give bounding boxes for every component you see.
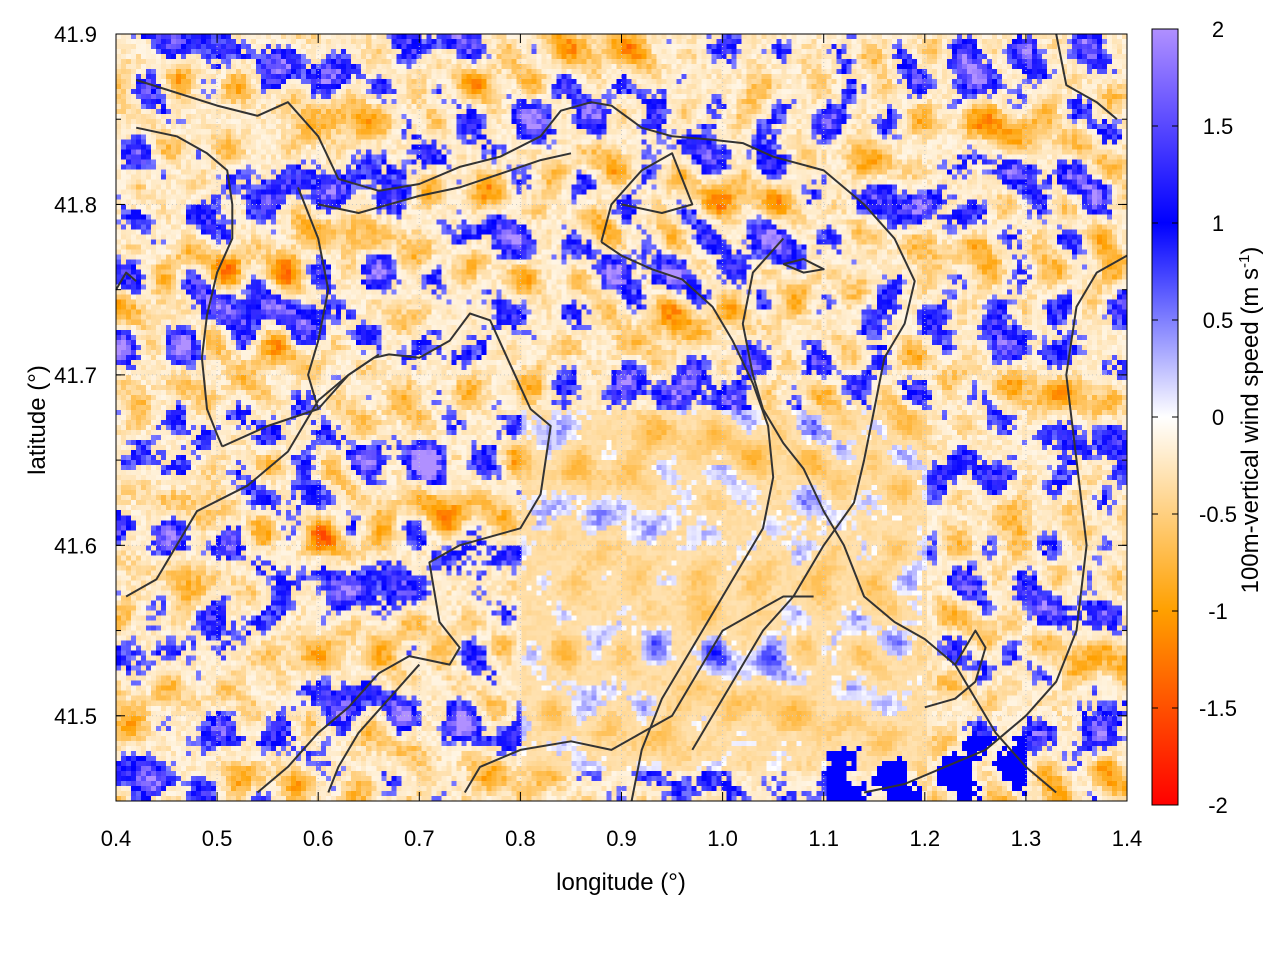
heatmap-field [116,34,1127,801]
contour-line [463,595,814,794]
contour-line [600,241,775,802]
x-tick-label: 1.2 [910,826,941,851]
colorbar-tick-label: 0.5 [1203,308,1234,333]
y-tick-label: 41.6 [54,533,97,558]
colorbar-tick-label: 1 [1212,211,1224,236]
x-tick-label: 1.3 [1011,826,1042,851]
colorbar-tick-label: 2 [1212,17,1224,42]
contour-line [924,629,987,709]
colorbar-ticks: 2 1.5 1 0.5 0 -0.5 -1 -1.5 -2 [1152,17,1237,818]
contour-line [782,258,825,274]
y-axis-title: latitude (°) [24,365,51,475]
colorbar-tick-label: 0 [1212,405,1224,430]
x-tick-label: 0.8 [505,826,536,851]
x-tick-label: 1.4 [1112,826,1143,851]
x-tick-label: 0.9 [606,826,637,851]
contour-line [1055,33,1118,120]
colorbar-title-main: 100m-vertical wind speed (m s [1237,268,1264,593]
y-tick-label: 41.8 [54,192,97,217]
y-tick-label: 41.5 [54,704,97,729]
contour-line [863,254,1128,794]
x-tick-label: 0.6 [303,826,334,851]
contour-line [600,152,694,243]
colorbar-tick-label: -0.5 [1199,502,1237,527]
y-axis: 41.5 41.6 41.7 41.8 41.9 [54,22,1127,802]
x-tick-label: 0.7 [404,826,435,851]
contour-line [297,187,330,410]
y-tick-label: 41.9 [54,22,97,47]
x-tick-label: 1.0 [707,826,738,851]
colorbar-title-superscript: -1 [1236,255,1253,268]
contour-line [115,271,137,291]
x-tick-label: 0.4 [101,826,132,851]
colorbar-tick-label: -1.5 [1199,696,1237,721]
contour-line [327,663,421,793]
contour-line [741,237,1057,794]
y-tick-label: 41.7 [54,363,97,388]
colorbar-tick-label: -1 [1208,599,1228,624]
colorbar-title-end: ) [1237,247,1264,255]
coastline-contours [115,33,1128,802]
contour-line [317,152,572,214]
colorbar-title: 100m-vertical wind speed (m s-1) [1236,247,1264,594]
x-axis-title: longitude (°) [556,869,686,896]
contour-line [135,126,234,447]
contour-line [135,79,916,751]
contour-line [125,353,380,598]
colorbar-tick-label: -2 [1208,793,1228,818]
x-tick-label: 0.5 [202,826,233,851]
x-axis: 0.4 0.5 0.6 0.7 0.8 0.9 1.0 1.1 1.2 1.3 1.4 [101,34,1143,851]
colorbar-tick-label: 1.5 [1203,114,1234,139]
heatmap-raster [116,34,1127,801]
x-tick-label: 1.1 [808,826,839,851]
